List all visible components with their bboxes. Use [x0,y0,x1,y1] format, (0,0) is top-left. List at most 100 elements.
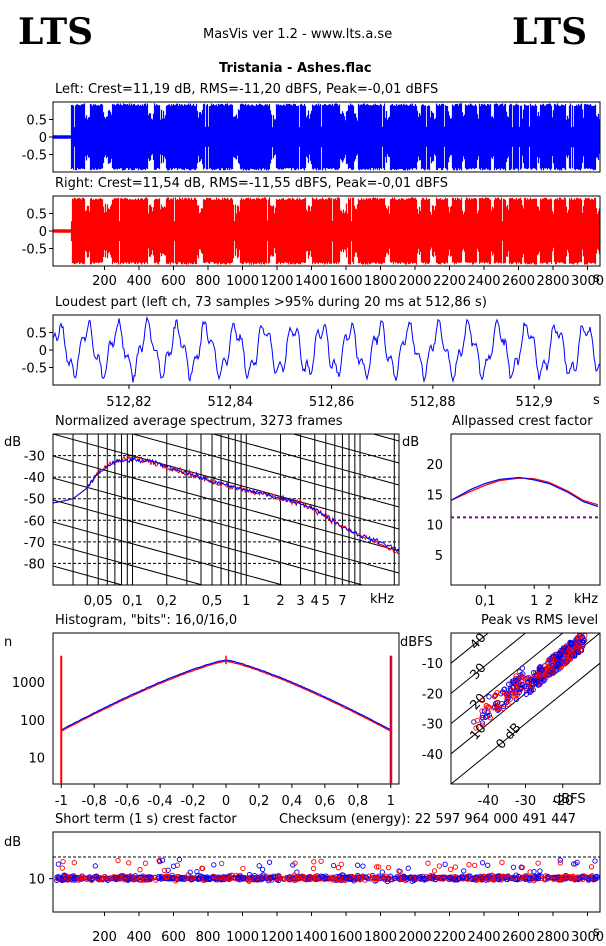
short-crest-point [174,862,180,868]
peakrms-ytick-label: -10 [422,657,443,672]
short-crest-point [522,874,528,880]
peakrms-point [487,715,493,721]
histogram-xtick-label: -0,2 [180,794,205,809]
waveform-xunit: s [593,271,600,286]
peakrms-point [521,683,528,690]
short-crest-point [425,860,431,866]
peakrms-diagonal-label: 30 [467,661,489,683]
waveform-xtick-label: 600 [161,274,186,289]
peakrms-xtick-label: -30 [515,794,536,809]
peakrms-point [496,705,502,711]
short-crest-point [578,875,584,882]
short-crest-point [586,875,592,881]
short-crest-point [447,866,454,872]
short-crest-point [159,857,166,863]
short-crest-point [347,875,353,882]
loudest-xunit: s [593,393,600,408]
short-crest-point [379,869,385,875]
histogram-left-line [61,659,391,731]
short-crest-point [54,876,61,882]
peakrms-point [535,682,541,688]
spectrum-xtick-label: 4 [311,594,319,609]
short-crest-point [443,874,449,880]
spectrum-slope [211,434,399,486]
short-crest-point [350,875,357,881]
spectrum-slope [53,632,399,727]
peakrms-point [486,712,492,718]
short-crest-point [157,858,163,865]
left-channel-ytick-label: -0.5 [22,149,47,164]
spectrum-slope [53,543,205,585]
peakrms-xtick-label: -20 [552,794,573,809]
peakrms-point [512,694,518,700]
spectrum-ytick-label: -80 [24,557,45,572]
spectrum-ytick-label: -30 [24,450,45,465]
peakrms-point [530,670,537,676]
short-crest-point [161,867,168,874]
peakrms-point [479,697,486,703]
spectrum-xtick-label: 0,5 [202,594,223,609]
short-crest-point [126,860,132,866]
peakrms-xtick-label: -40 [478,794,499,809]
short-crest-point [431,868,438,874]
short-crest-point [194,869,200,875]
crest-ytick-label: 5 [435,549,443,564]
left-channel-group [52,103,601,171]
short-crest-point [276,875,282,882]
short-crest-point [527,869,533,875]
short-crest-point [374,864,380,870]
peakrms-point [513,680,519,686]
short-crest-point [176,856,183,863]
short-crest-point [560,876,566,882]
short-crest-point [153,877,159,883]
peakrms-point [501,686,508,692]
short-crest-point [296,874,302,880]
peakrms-point [570,650,576,656]
spectrum-slope [53,477,399,574]
histogram-right-line [61,660,391,732]
short-crest-point [131,876,137,882]
short-crest-point [197,873,204,879]
short-crest-point [402,874,408,881]
short-crest-point [442,861,448,867]
peakrms-point [485,704,491,710]
short-crest-point [452,864,459,870]
short-crest-point [352,875,359,881]
peakrms-point [538,666,544,673]
short-crest-point [282,876,288,882]
short-crest-point [241,875,247,881]
short-crest-point [472,875,478,881]
short-crest-point [500,873,507,879]
short-crest-point [310,865,317,872]
short-crest-point [138,877,144,883]
short-crest-point [509,875,515,882]
spectrum-ytick-label: -40 [24,471,45,486]
left-channel-title: Left: Crest=11,19 dB, RMS=-11,20 dBFS, P… [55,82,439,97]
peak-rms-title: Peak vs RMS level [481,613,599,628]
short-crest-point [187,869,193,875]
histogram-xtick-label: -1 [55,794,68,809]
peakrms-point [566,647,572,653]
histogram-ylabel: n [4,635,13,650]
checksum-label: Checksum (energy): 22 597 964 000 491 44… [279,812,577,827]
spectrum-slope [131,434,399,508]
short-crest-point [592,858,598,864]
crest-xunit: kHz [574,592,599,607]
waveform-xtick-label: 1200 [260,274,293,289]
peakrms-point [505,701,511,707]
spectrum-xtick-label: 0,2 [156,594,177,609]
short-crest-frame [52,831,601,913]
peakrms-point [513,691,519,697]
short-crest-xtick-label: 200 [92,930,117,945]
waveform-xtick-label: 1400 [295,274,328,289]
crest-xtick-label: 0,1 [475,594,496,609]
spectrum-slope [53,521,285,585]
peakrms-point [579,642,585,649]
short-crest-point [479,860,486,866]
loudest-xtick-label: 512,88 [410,395,456,410]
short-crest-point [169,874,175,881]
spectrum-slope [53,676,399,771]
left-channel-ytick-label: 0 [39,131,47,146]
crest-ytick-label: 15 [426,488,443,503]
peakrms-point [479,720,486,726]
